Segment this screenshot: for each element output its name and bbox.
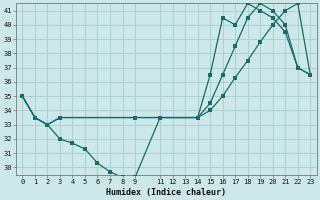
X-axis label: Humidex (Indice chaleur): Humidex (Indice chaleur) [106,188,226,197]
